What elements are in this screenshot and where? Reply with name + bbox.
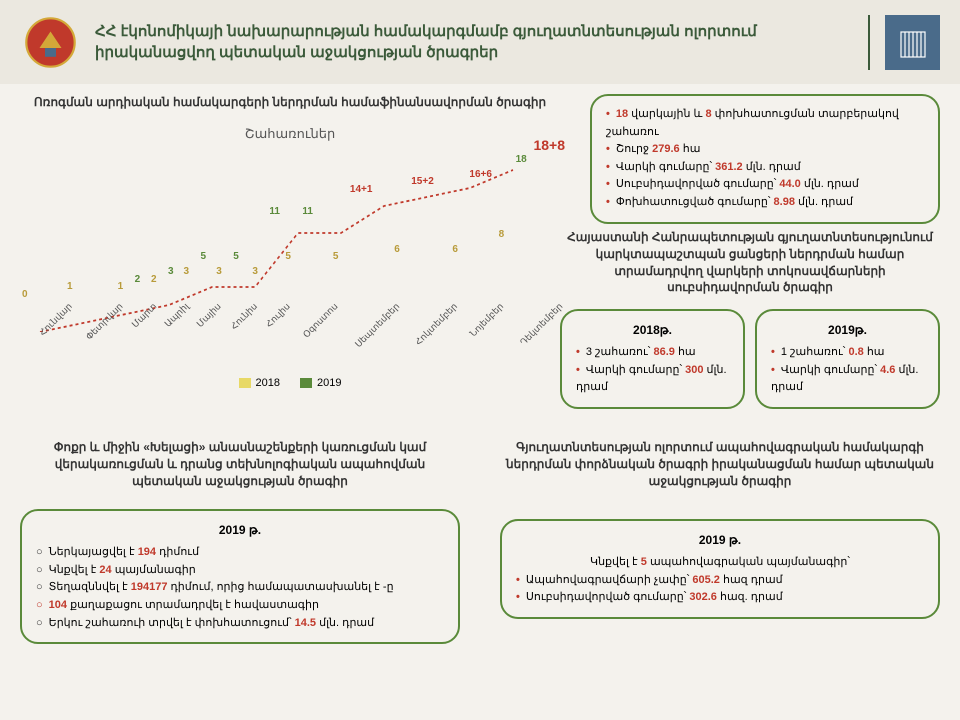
bar-group: 188Դեկտեմբեր bbox=[502, 286, 557, 302]
header-divider bbox=[868, 15, 870, 70]
building-icon bbox=[885, 15, 940, 70]
chart-section: Ոռոգման արդիական համակարգերի ներդրման հա… bbox=[20, 94, 560, 414]
smart-barn-title: Փոքր և միջին «Խելացի» անասնաշենքերի կառո… bbox=[20, 439, 460, 489]
bar-group: 113Հուլիս bbox=[255, 286, 285, 302]
box-smart-barn: 2019 թ.Ներկայացվել է 194 դիմումԿնքվել է … bbox=[20, 509, 460, 644]
content-area: Ոռոգման արդիական համակարգերի ներդրման հա… bbox=[0, 84, 960, 104]
bar-group: 15+26Հոկտեմբեր bbox=[397, 286, 452, 302]
bar-group: 0Հունվար bbox=[25, 286, 67, 302]
bar-group: 53Մայիս bbox=[186, 286, 216, 302]
box-insurance: 2019 թ.Կնքվել է 5 ապահովագրական պայմանագ… bbox=[500, 519, 940, 619]
box-2019: 2019թ.1 շահառու՝ 0.8 հաՎարկի գումարը՝ 4.… bbox=[755, 309, 940, 409]
bar-group: 115Օգոստոս bbox=[288, 286, 333, 302]
chart-title: Ոռոգման արդիական համակարգերի ներդրման հա… bbox=[20, 94, 560, 111]
bar-group: 21Մարտ bbox=[121, 286, 151, 302]
header-bar: ՀՀ էկոնոմիկայի նախարարության համակարգմամ… bbox=[0, 0, 960, 84]
bar-group: 16+66Նոյեմբեր bbox=[455, 286, 498, 302]
bar-chart: 18+8 0Հունվար1Փետրվար21Մարտ32Ապրիլ53Մայի… bbox=[20, 152, 560, 332]
chart-final-label: 18+8 bbox=[533, 137, 565, 153]
chart-subtitle: Շահառուներ bbox=[20, 126, 560, 142]
chart-legend: 2018 2019 bbox=[20, 377, 560, 389]
bar-group: 14+15Սեպտեմբեր bbox=[336, 286, 394, 302]
box-2018: 2018թ.3 շահառու՝ 86.9 հաՎարկի գումարը՝ 3… bbox=[560, 309, 745, 409]
summary-box-top: 18 վարկային և 8 փոխհատուցման տարբերակով … bbox=[590, 94, 940, 224]
hail-net-program-title: Հայաստանի Հանրապետության գյուղատնտեսությ… bbox=[560, 229, 940, 296]
bar-group: 32Ապրիլ bbox=[154, 286, 184, 302]
legend-2018: 2018 bbox=[239, 377, 280, 389]
armenia-emblem-icon bbox=[20, 12, 80, 72]
legend-2019: 2019 bbox=[300, 377, 341, 389]
bar-group: 53Հունիս bbox=[219, 286, 252, 302]
page-title: ՀՀ էկոնոմիկայի նախարարության համակարգմամ… bbox=[95, 21, 853, 63]
bar-group: 1Փետրվար bbox=[70, 286, 118, 302]
insurance-program-title: Գյուղատնտեսության ոլորտում ապահովագրական… bbox=[500, 439, 940, 489]
